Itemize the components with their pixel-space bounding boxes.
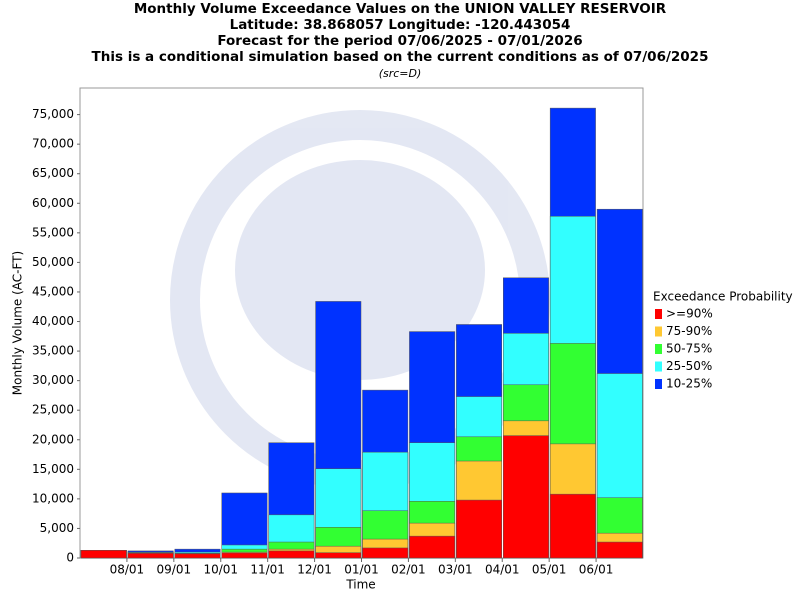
legend-swatch <box>655 326 662 337</box>
plot-area <box>79 87 644 559</box>
y-tick-label: 65,000 <box>32 166 74 180</box>
x-tick-label: 11/01 <box>250 563 285 577</box>
legend-swatch <box>655 361 662 372</box>
bar <box>174 553 221 559</box>
y-tick-label: 45,000 <box>32 284 74 298</box>
bar <box>80 550 127 559</box>
x-tick-label: 12/01 <box>297 563 332 577</box>
legend-label: 25-50% <box>666 359 712 373</box>
legend-label: >=90% <box>666 307 713 321</box>
y-tick-label: 20,000 <box>32 432 74 446</box>
x-tick-label: 08/01 <box>110 563 145 577</box>
legend-swatch <box>655 309 662 319</box>
x-tick-label: 05/01 <box>532 563 567 577</box>
y-tick-label: 30,000 <box>32 373 74 387</box>
y-tick-label: 70,000 <box>32 137 74 151</box>
y-tick-label: 5,000 <box>40 521 74 535</box>
legend-title: Exceedance Probability <box>653 290 793 304</box>
bar <box>268 550 315 559</box>
x-tick-label: 04/01 <box>485 563 520 577</box>
x-tick-label: 09/01 <box>157 563 192 577</box>
legend-label: 10-25% <box>666 377 712 391</box>
x-tick-label: 10/01 <box>203 563 238 577</box>
y-tick-label: 55,000 <box>32 225 74 239</box>
title-line: This is a conditional simulation based o… <box>92 49 709 65</box>
bar <box>221 552 268 559</box>
bar <box>409 535 456 559</box>
bar <box>503 435 549 559</box>
bar <box>127 553 174 559</box>
x-tick-label: 06/01 <box>579 563 614 577</box>
y-axis-label: Monthly Volume (AC-FT) <box>11 251 25 395</box>
title-line: Latitude: 38.868057 Longitude: -120.4430… <box>230 17 571 33</box>
y-tick-label: 10,000 <box>32 491 74 505</box>
title-line: Monthly Volume Exceedance Values on the … <box>134 1 667 17</box>
bar <box>549 493 596 559</box>
bar <box>362 547 409 559</box>
y-tick-label: 50,000 <box>32 255 74 269</box>
subtitle: (src=D) <box>379 67 422 80</box>
y-tick-label: 0 <box>66 551 74 565</box>
title-line: Forecast for the period 07/06/2025 - 07/… <box>217 33 582 49</box>
x-axis-label: Time <box>345 578 375 592</box>
x-tick-label: 03/01 <box>438 563 473 577</box>
legend-label: 75-90% <box>666 324 712 338</box>
legend-label: 50-75% <box>666 342 712 356</box>
bar <box>456 499 503 559</box>
x-tick-label: 01/01 <box>344 563 379 577</box>
y-tick-label: 75,000 <box>32 107 74 121</box>
y-tick-label: 35,000 <box>32 344 74 358</box>
x-tick-label: 02/01 <box>391 563 426 577</box>
legend-swatch <box>655 344 662 354</box>
y-tick-label: 25,000 <box>32 403 74 417</box>
y-tick-label: 60,000 <box>32 196 74 210</box>
bar <box>596 541 643 559</box>
y-tick-label: 15,000 <box>32 462 74 476</box>
legend-swatch <box>655 379 662 389</box>
y-tick-label: 40,000 <box>32 314 74 328</box>
bar <box>315 552 362 559</box>
